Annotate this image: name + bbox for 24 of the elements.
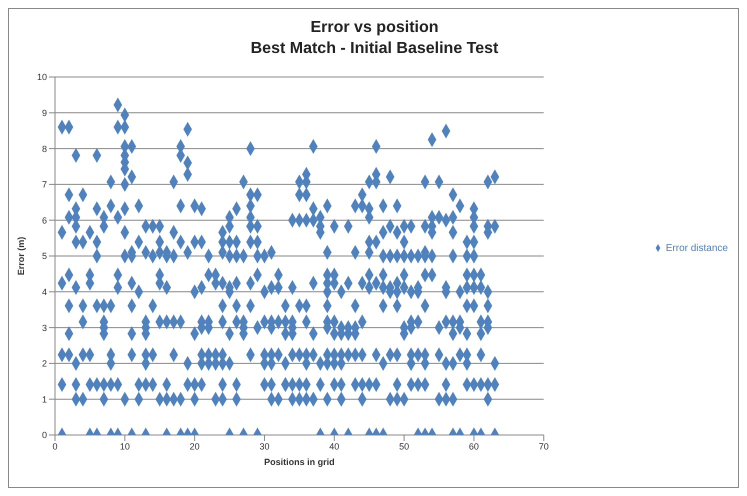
y-axis-title: Error (m) <box>16 236 26 276</box>
chart-subtitle: Best Match - Initial Baseline Test <box>250 39 500 59</box>
x-tick-label: 30 <box>259 441 270 452</box>
x-tick-label: 10 <box>120 441 130 452</box>
y-tick-label: 9 <box>42 108 47 118</box>
x-tick-label: 40 <box>329 441 340 452</box>
x-axis-title: Positions in grid <box>264 457 335 467</box>
x-tick-label: 60 <box>468 441 479 452</box>
y-tick-label: 3 <box>42 322 47 333</box>
y-tick-label: 8 <box>42 144 47 154</box>
legend-label: Error distance <box>666 242 728 254</box>
chart-title: Error vs position <box>309 18 440 38</box>
x-tick-label: 70 <box>538 441 549 452</box>
y-tick-label: 2 <box>42 358 47 369</box>
y-tick-label: 7 <box>42 180 47 190</box>
y-tick-label: 10 <box>36 72 47 82</box>
y-tick-label: 4 <box>42 286 47 297</box>
y-tick-label: 1 <box>42 394 47 404</box>
x-tick-label: 0 <box>52 441 58 452</box>
x-tick-label: 50 <box>399 441 410 452</box>
y-tick-label: 0 <box>42 430 47 440</box>
y-tick-label: 6 <box>42 215 47 226</box>
y-tick-label: 5 <box>42 251 47 262</box>
x-tick-label: 20 <box>190 441 200 452</box>
